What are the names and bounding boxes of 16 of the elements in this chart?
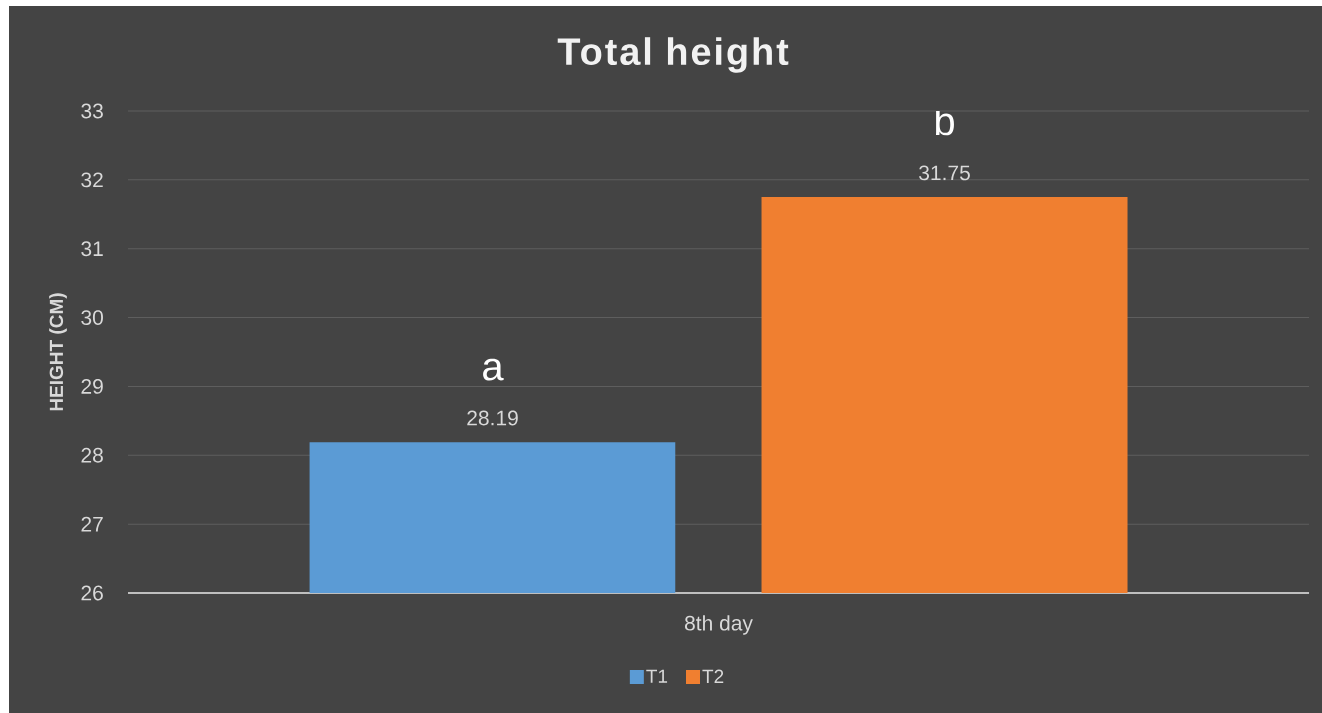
legend-label: T1 (646, 669, 668, 683)
y-axis-title: HEIGHT (CM) (49, 293, 67, 411)
y-tick-label: 30 (81, 310, 103, 325)
y-tick-label: 26 (81, 585, 103, 601)
annotation: a (483, 358, 504, 381)
y-tick-label: 33 (81, 103, 103, 119)
x-tick-label: 8th day (684, 615, 753, 635)
legend-label: T2 (702, 669, 724, 683)
y-tick-label: 27 (81, 516, 103, 532)
y-tick-label: 28 (81, 447, 103, 463)
y-tick-label: 32 (81, 172, 103, 188)
y-tick-label: 31 (81, 241, 103, 257)
chart-title: Total height (557, 37, 789, 73)
y-tick-label: 29 (81, 378, 103, 394)
data-label: 31.75 (919, 165, 970, 181)
data-label: 28.19 (467, 410, 518, 426)
